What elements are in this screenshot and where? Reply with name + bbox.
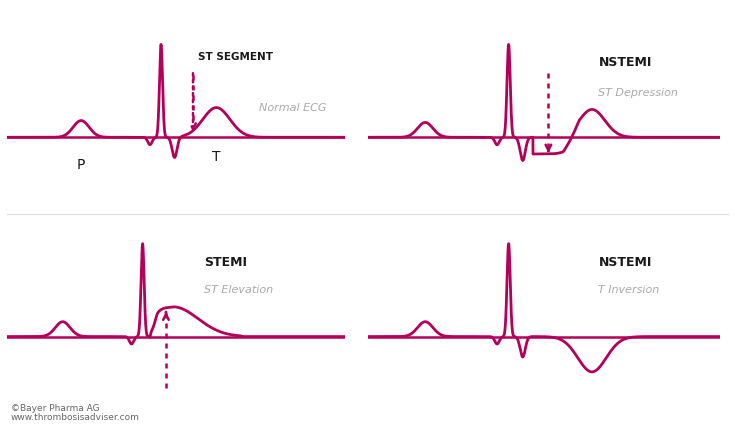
Text: T Inversion: T Inversion (598, 285, 660, 295)
Text: P: P (77, 158, 85, 172)
Text: STEMI: STEMI (204, 256, 247, 269)
Text: ST SEGMENT: ST SEGMENT (198, 52, 273, 62)
Text: ST Depression: ST Depression (598, 88, 678, 98)
Text: ST Elevation: ST Elevation (204, 285, 273, 295)
Text: NSTEMI: NSTEMI (598, 56, 652, 70)
Text: Normal ECG: Normal ECG (259, 103, 327, 113)
Text: www.thrombosisadviser.com: www.thrombosisadviser.com (11, 413, 140, 422)
Text: ©Bayer Pharma AG: ©Bayer Pharma AG (11, 404, 100, 413)
Text: T: T (212, 150, 220, 164)
Text: NSTEMI: NSTEMI (598, 256, 652, 269)
